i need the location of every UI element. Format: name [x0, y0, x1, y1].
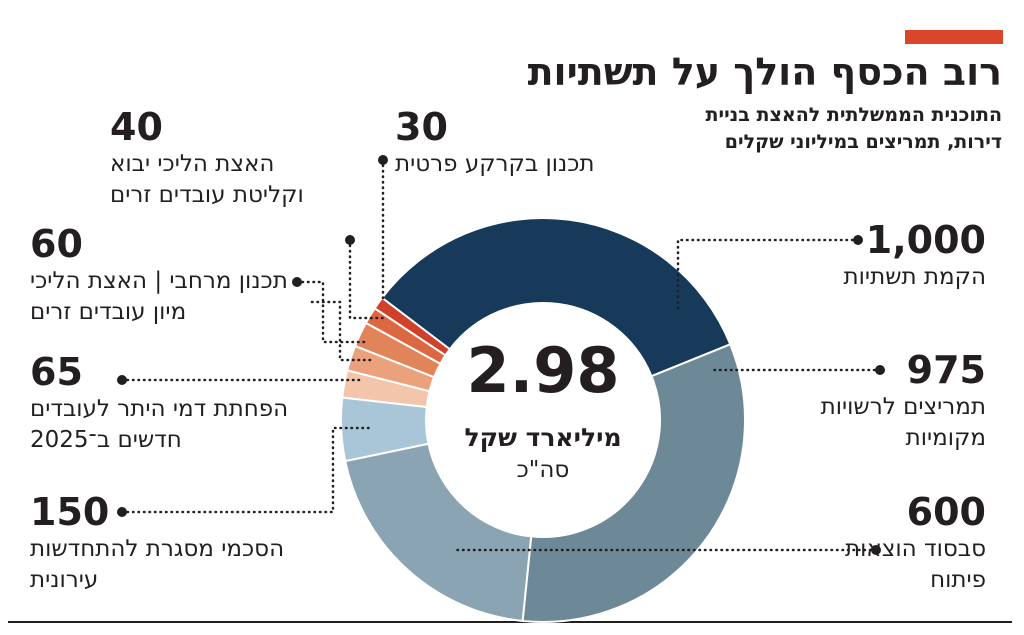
label-block: 40 האצת הליכי יבוא וקליטת עובדים זרים: [110, 105, 335, 211]
leader-dot: [875, 365, 885, 375]
category-label: האצת הליכי יבוא וקליטת עובדים זרים: [110, 151, 304, 208]
label-block: 60 תכנון מרחבי | האצת הליכי מיון עובדים …: [30, 222, 320, 328]
label-block: 975 תמריצים לרשויות מקומיות: [771, 348, 986, 454]
category-label: הקמת תשתיות: [843, 264, 986, 290]
leader-dot: [292, 277, 302, 287]
leader-dot: [871, 545, 881, 555]
donut-slice: [521, 343, 746, 623]
value-label: 975: [906, 348, 986, 392]
leader-line: [348, 238, 387, 320]
leader-dot: [117, 375, 127, 385]
value-label: 65: [30, 350, 83, 394]
title: רוב הכסף הולך על תשתיות: [527, 50, 1002, 94]
leader-dot: [853, 235, 863, 245]
label-block: 30 תכנון בקרקע פרטית: [395, 105, 660, 180]
accent-bar: [905, 30, 1003, 44]
label-block: 600 סבסוד הוצאות פיתוח: [811, 490, 986, 596]
category-label: תמריצים לרשויות מקומיות: [820, 394, 986, 451]
total-unit: מיליארד שקל: [464, 423, 621, 452]
total-label: סה"כ: [517, 457, 570, 483]
value-label: 30: [395, 105, 448, 149]
value-label: 40: [110, 105, 163, 149]
donut-slice: [344, 442, 533, 623]
donut-slice: [373, 296, 452, 357]
donut-slice: [380, 217, 732, 378]
leader-dot: [378, 155, 388, 165]
category-label: הפחתת דמי היתר לעובדים חדשים ב־2025: [30, 396, 289, 453]
total-value: 2.98: [467, 334, 620, 407]
subtitle: התוכנית הממשלתית להאצת בניית דירות, תמרי…: [705, 104, 1002, 153]
category-label: הסכמי מסגרת להתחדשות עירונית: [30, 536, 285, 593]
label-block: 1,000 הקמת תשתיות: [756, 218, 986, 293]
category-label: האצת הליכי מיון עובדים זרים: [30, 268, 187, 325]
value-label: 1,000: [865, 218, 986, 262]
leader-dots: [117, 155, 885, 555]
leader-line: [295, 280, 370, 344]
value-label: 60: [30, 222, 83, 266]
value-label: 150: [30, 490, 110, 534]
leader-dot: [117, 507, 127, 517]
category-label: תכנון בקרקע פרטית: [395, 151, 595, 177]
category-label-group: תכנון מרחבי | האצת הליכי מיון עובדים זרי…: [30, 268, 288, 325]
leaders: [120, 158, 882, 552]
category-label: תכנון מרחבי: [169, 268, 288, 294]
donut: [340, 217, 746, 623]
label-block: 150 הסכמי מסגרת להתחדשות עירונית: [30, 490, 300, 596]
leader-line: [676, 238, 860, 312]
value-label: 600: [906, 490, 986, 534]
category-label: סבסוד הוצאות פיתוח: [845, 536, 986, 593]
label-block: 65 הפחתת דמי היתר לעובדים חדשים ב־2025: [30, 350, 330, 456]
leader-dot: [345, 235, 355, 245]
leader-line: [120, 426, 374, 514]
